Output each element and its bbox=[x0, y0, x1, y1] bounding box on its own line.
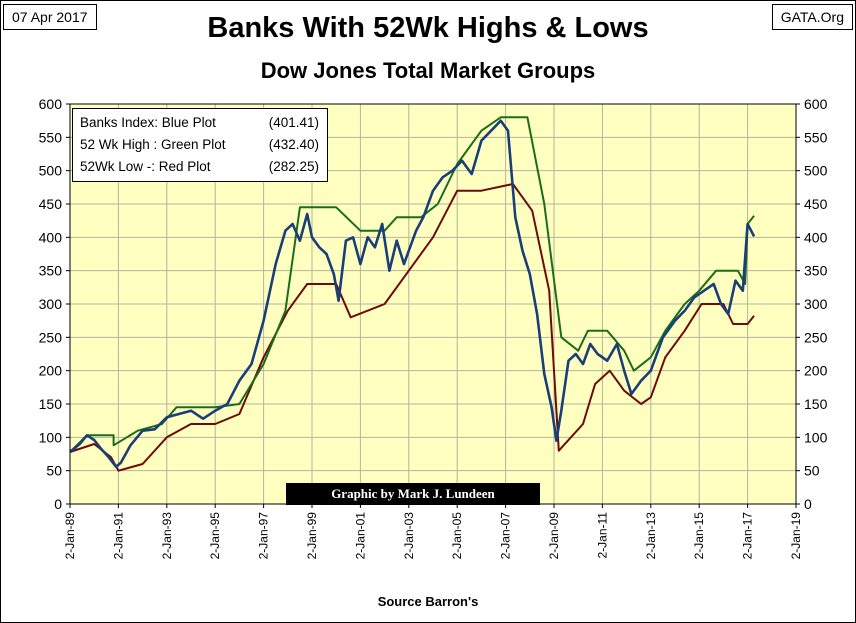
y-tick-label-left: 550 bbox=[39, 129, 63, 145]
y-axis-right: 0 50 100 150 200 250 300 350 400 450 500 550 600 bbox=[796, 96, 828, 512]
y-tick-label-right: 600 bbox=[804, 96, 828, 112]
y-tick-label-left: 250 bbox=[39, 329, 63, 345]
y-tick-label-right: 200 bbox=[804, 363, 828, 379]
x-tick-label: 2-Jan-01 bbox=[353, 512, 367, 560]
x-axis: 2-Jan-89 2-Jan-91 2-Jan-93 2-Jan-95 2-Jan-97… bbox=[63, 504, 803, 559]
y-tick-label-left: 200 bbox=[39, 363, 63, 379]
credit-banner: Graphic by Mark J. Lundeen bbox=[286, 483, 540, 505]
y-tick-label-right: 100 bbox=[804, 429, 828, 445]
y-tick-label-right: 350 bbox=[804, 263, 828, 279]
y-tick-label-right: 150 bbox=[804, 396, 828, 412]
x-tick-label: 2-Jan-03 bbox=[402, 512, 416, 560]
y-tick-label-left: 500 bbox=[39, 163, 63, 179]
y-tick-label-right: 0 bbox=[804, 496, 812, 512]
x-tick-label: 2-Jan-13 bbox=[644, 512, 658, 560]
date-label: 07 Apr 2017 bbox=[3, 4, 97, 30]
y-tick-label-right: 500 bbox=[804, 163, 828, 179]
x-tick-label: 2-Jan-99 bbox=[305, 512, 319, 560]
y-tick-label-right: 450 bbox=[804, 196, 828, 212]
legend: Banks Index: Blue Plot (401.41) 52 Wk Hi… bbox=[72, 108, 328, 182]
y-tick-label-left: 100 bbox=[39, 429, 63, 445]
y-tick-label-left: 600 bbox=[39, 96, 63, 112]
x-tick-label: 2-Jan-89 bbox=[63, 512, 77, 560]
x-axis-label: Source Barron's bbox=[377, 594, 479, 609]
x-tick-label: 2-Jan-19 bbox=[789, 512, 803, 560]
x-tick-label: 2-Jan-91 bbox=[111, 512, 125, 560]
legend-value-high: (432.40) bbox=[268, 137, 319, 152]
y-tick-label-right: 550 bbox=[804, 129, 828, 145]
legend-label-index: Banks Index: Blue Plot bbox=[80, 115, 216, 130]
y-tick-label-right: 400 bbox=[804, 229, 828, 245]
y-tick-label-left: 450 bbox=[39, 196, 63, 212]
y-tick-label-left: 300 bbox=[39, 296, 63, 312]
x-tick-label: 2-Jan-97 bbox=[257, 512, 271, 560]
x-tick-label: 2-Jan-17 bbox=[741, 512, 755, 560]
source-site-label: GATA.Org bbox=[771, 4, 853, 30]
x-tick-label: 2-Jan-09 bbox=[547, 512, 561, 560]
chart-title: Banks With 52Wk Highs & Lows bbox=[207, 12, 649, 44]
series-low-line bbox=[69, 183, 755, 472]
legend-label-high: 52 Wk High : Green Plot bbox=[80, 137, 226, 152]
x-tick-label: 2-Jan-95 bbox=[208, 512, 222, 560]
legend-value-low: (282.25) bbox=[268, 159, 319, 174]
y-tick-label-left: 150 bbox=[39, 396, 63, 412]
x-tick-label: 2-Jan-11 bbox=[595, 512, 609, 559]
y-tick-label-left: 350 bbox=[39, 263, 63, 279]
y-tick-label-right: 250 bbox=[804, 329, 828, 345]
chart-subtitle: Dow Jones Total Market Groups bbox=[260, 58, 596, 83]
series-lines bbox=[69, 116, 756, 472]
y-tick-label-right: 300 bbox=[804, 296, 828, 312]
x-tick-label: 2-Jan-07 bbox=[499, 512, 513, 560]
y-tick-label-right: 50 bbox=[804, 463, 820, 479]
x-tick-label: 2-Jan-93 bbox=[160, 512, 174, 560]
legend-value-index: (401.41) bbox=[268, 115, 319, 130]
y-tick-label-left: 400 bbox=[39, 229, 63, 245]
series-index-line bbox=[69, 119, 756, 469]
legend-label-low: 52Wk Low -: Red Plot bbox=[80, 159, 211, 174]
y-tick-label-left: 50 bbox=[46, 463, 62, 479]
series-high-line bbox=[69, 116, 755, 453]
y-tick-label-left: 0 bbox=[54, 496, 62, 512]
x-tick-label: 2-Jan-05 bbox=[450, 512, 464, 560]
x-tick-label: 2-Jan-15 bbox=[692, 512, 706, 560]
y-axis-left: 0 50 100 150 200 250 300 350 400 450 500 550 600 bbox=[39, 96, 70, 512]
